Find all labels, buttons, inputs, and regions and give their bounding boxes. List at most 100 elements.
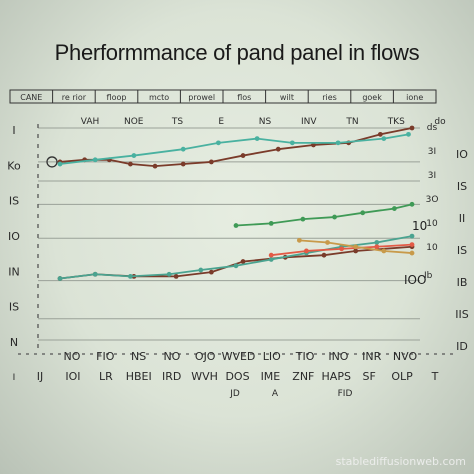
- series-point: [374, 240, 380, 245]
- top-tick-label: E: [218, 117, 224, 127]
- series-point: [57, 161, 63, 167]
- series-point: [92, 271, 98, 277]
- series-point: [409, 201, 415, 207]
- top-tick-label: TKS: [387, 117, 405, 127]
- bottom-tick-label: OJO: [195, 350, 216, 363]
- bottom-tick-label: FIO: [96, 350, 115, 363]
- right-side-value: ds: [427, 123, 438, 133]
- left-tick-label: Ko: [7, 159, 21, 172]
- series-point: [127, 274, 133, 279]
- bottom-tick-label: LIO: [263, 350, 281, 363]
- series-point: [92, 157, 98, 163]
- series-point: [392, 206, 397, 211]
- left-tick-label: I: [12, 124, 15, 137]
- bottom-tick-label-row3: A: [272, 389, 279, 399]
- right-side-value: 10: [426, 219, 438, 229]
- left-tick-label: IS: [9, 301, 19, 314]
- header-cell: flos: [237, 93, 251, 102]
- series-line: [235, 203, 413, 227]
- right-tick-label: IS: [457, 180, 467, 193]
- series-point: [321, 252, 327, 258]
- bottom-tick-label-row3: FID: [338, 389, 353, 399]
- bottom-tick-label-row2: HBEI: [126, 370, 152, 383]
- series-point: [254, 136, 260, 142]
- top-tick-label: TS: [171, 117, 183, 127]
- series-point: [57, 276, 63, 281]
- series-point: [300, 216, 306, 222]
- top-tick-label: NS: [259, 117, 272, 127]
- right-side-value: 3I: [428, 147, 436, 157]
- bottom-tick-label-row3: I: [13, 373, 16, 383]
- header-cell: ries: [322, 93, 337, 102]
- series-point: [353, 244, 359, 250]
- annotation-label: IOO: [404, 273, 426, 287]
- series-point: [289, 140, 295, 146]
- series-point: [374, 244, 380, 250]
- bottom-tick-label-row2: IOI: [65, 370, 80, 383]
- bottom-tick-label-row3: JD: [229, 389, 240, 399]
- bottom-tick-label: INO: [328, 350, 348, 363]
- series-point: [332, 214, 337, 220]
- series-point: [353, 248, 359, 254]
- header-cell: CANE: [20, 93, 42, 102]
- series-point: [409, 242, 415, 248]
- right-tick-label: ID: [456, 340, 468, 353]
- right-side-value: 10: [426, 243, 438, 253]
- series-point: [216, 140, 221, 146]
- bottom-tick-label: NO: [163, 350, 180, 363]
- bottom-tick-label-row2: ZNF: [292, 370, 314, 383]
- right-tick-label: IB: [457, 276, 468, 289]
- series-point: [208, 159, 214, 165]
- series-point: [406, 131, 411, 137]
- series-point: [173, 274, 179, 279]
- series-point: [268, 221, 274, 226]
- series-point: [339, 246, 344, 252]
- bottom-tick-label-row2: T: [431, 370, 439, 383]
- right-side-value: 3O: [426, 195, 439, 205]
- header-cell: goek: [362, 93, 382, 102]
- bottom-tick-label: NO: [64, 350, 81, 363]
- bottom-tick-label-row2: HAPS: [322, 370, 351, 383]
- annotation-label: Ib: [424, 271, 433, 281]
- top-tick-label: TN: [345, 117, 358, 127]
- right-tick-label: IO: [456, 148, 468, 161]
- series-point: [268, 252, 274, 258]
- series-point: [131, 153, 137, 158]
- right-tick-label: IIS: [455, 308, 468, 321]
- chart-title: Pherformmance of pand panel in flows: [54, 40, 420, 65]
- bottom-tick-label-row2: WVH: [191, 370, 218, 383]
- bottom-tick-label: NVO: [393, 350, 418, 363]
- series-point: [311, 142, 316, 148]
- left-tick-label: IO: [8, 230, 20, 243]
- series-line: [59, 235, 413, 280]
- right-tick-label: IS: [457, 244, 467, 257]
- series-point: [381, 248, 387, 254]
- series-point: [275, 146, 281, 152]
- series-point: [304, 248, 309, 254]
- series-line: [59, 245, 413, 280]
- header-cell: re rior: [62, 93, 87, 102]
- series-point: [233, 223, 239, 228]
- top-tick-label: do: [434, 117, 446, 127]
- series-point: [240, 153, 246, 158]
- header-cell: ione: [406, 93, 423, 102]
- header-cell: prowel: [188, 93, 215, 102]
- series-point: [180, 146, 186, 152]
- series-point: [409, 233, 415, 239]
- bottom-tick-label: NS: [131, 350, 146, 363]
- series-point: [325, 240, 330, 245]
- start-marker: [46, 156, 58, 168]
- bottom-tick-label: WVED: [222, 350, 256, 363]
- series-point: [208, 269, 214, 275]
- right-tick-label: II: [459, 212, 466, 225]
- series-point: [296, 237, 302, 243]
- series-point: [409, 250, 415, 256]
- series-point: [233, 263, 239, 269]
- bottom-tick-label-row2: LR: [99, 370, 113, 383]
- series-point: [377, 131, 383, 137]
- bottom-tick-label: TIO: [295, 350, 315, 363]
- bottom-tick-label: INR: [362, 350, 381, 363]
- bottom-tick-label-row2: SF: [363, 370, 376, 383]
- series-point: [127, 161, 133, 167]
